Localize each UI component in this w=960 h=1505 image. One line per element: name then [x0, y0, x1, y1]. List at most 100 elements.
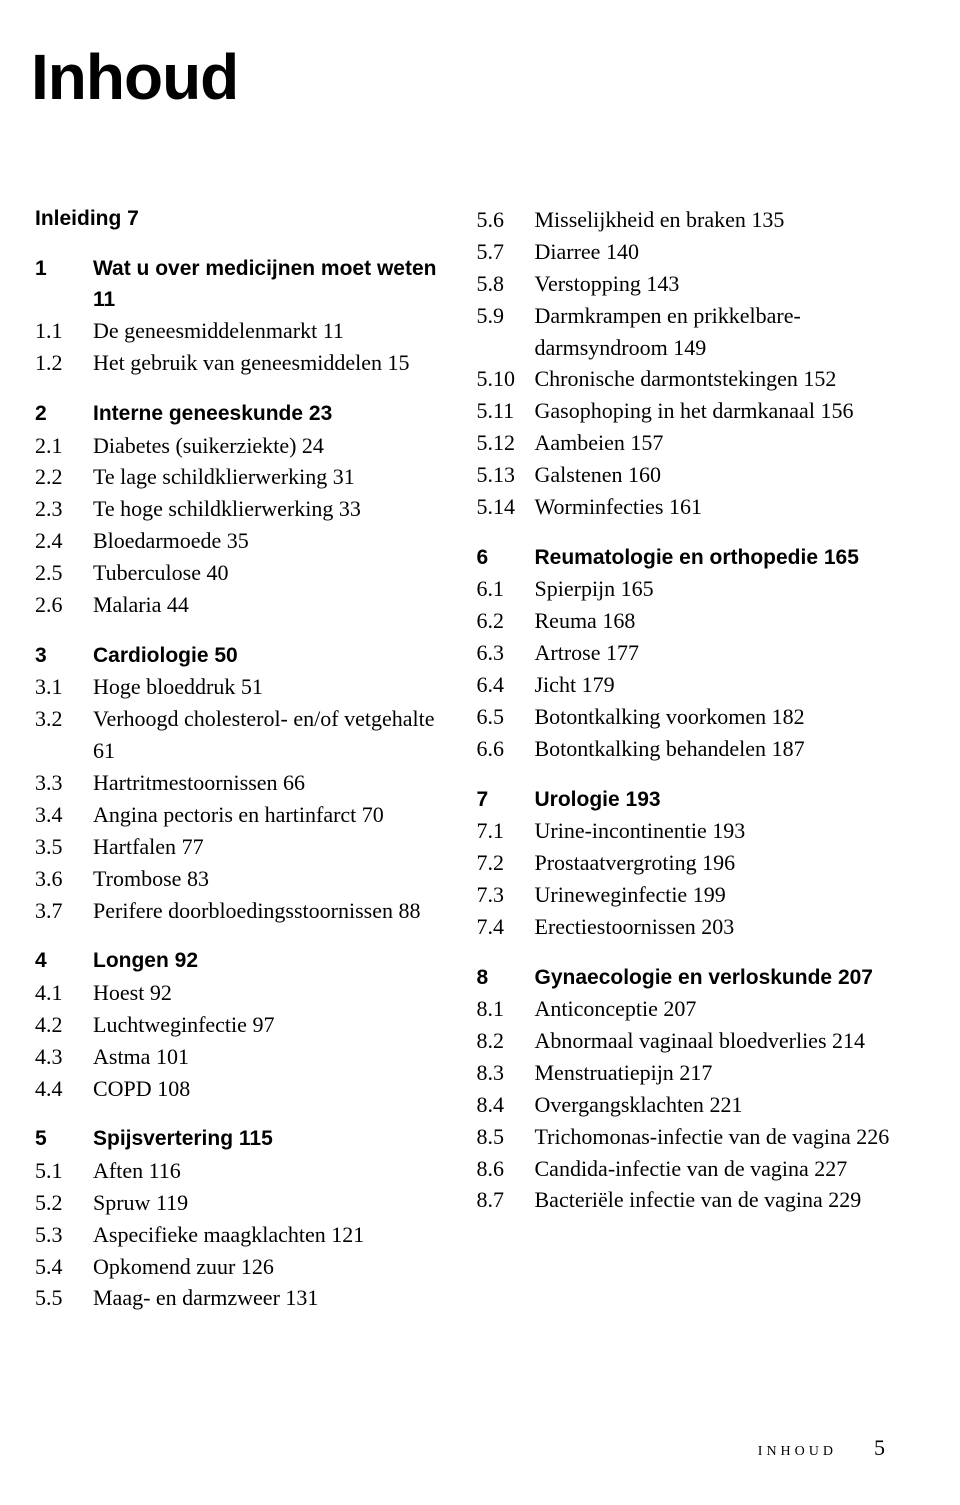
toc-entry-text: Tuberculose 40	[93, 557, 449, 589]
toc-entry: 8.7Bacteriële infectie van de vagina 229	[477, 1184, 891, 1216]
toc-entry-number: 8.1	[477, 993, 535, 1025]
toc-entry-number: 7.1	[477, 815, 535, 847]
toc-entry-text: Te hoge schildklierwerking 33	[93, 493, 449, 525]
toc-entry: 5.8Verstopping 143	[477, 268, 891, 300]
toc-chapter-page: 23	[309, 402, 332, 425]
toc-entry-text: Aspecifieke maagklachten 121	[93, 1219, 449, 1251]
toc-entry-number: 3.6	[35, 863, 93, 895]
toc-entry-number: 6.5	[477, 701, 535, 733]
toc-entry-number: 2.2	[35, 461, 93, 493]
toc-entry: 7.4Erectiestoornissen 203	[477, 911, 891, 943]
toc-entry-number: 5.6	[477, 204, 535, 236]
toc-entry-page: 126	[241, 1254, 274, 1279]
toc-entry-page: 92	[150, 980, 172, 1005]
toc-entry-page: 31	[333, 464, 355, 489]
toc-entry-number: 2.5	[35, 557, 93, 589]
toc-entry-number: 4.2	[35, 1009, 93, 1041]
toc-entry-page: 35	[227, 528, 249, 553]
toc-entry-number: 1.2	[35, 347, 93, 379]
toc-entry: 1.2Het gebruik van genees­middelen 15	[35, 347, 449, 379]
toc-intro-label: Inleiding	[35, 207, 121, 230]
toc-entry-number: 8.2	[477, 1025, 535, 1057]
toc-entry-text: Diarree 140	[535, 236, 891, 268]
toc-entry-number: 5.3	[35, 1219, 93, 1251]
toc-entry-text: Spierpijn 165	[535, 573, 891, 605]
toc-entry: 2.6Malaria 44	[35, 589, 449, 621]
toc-chapter: 1Wat u over medicijnen moet weten 111.1D…	[35, 254, 449, 379]
toc-chapter-title: Gynaecologie en verloskunde 207	[535, 963, 891, 993]
toc-entry: 2.1Diabetes (suikerziekte) 24	[35, 430, 449, 462]
toc-chapter-head: 1Wat u over medicijnen moet weten 11	[35, 254, 449, 315]
toc-entry-page: 199	[693, 882, 726, 907]
toc-entry: 3.5Hartfalen 77	[35, 831, 449, 863]
toc-entry-number: 8.4	[477, 1089, 535, 1121]
toc-entry-text: Worminfecties 161	[535, 491, 891, 523]
toc-entry-page: 179	[582, 672, 615, 697]
toc-entry-text: Bacteriële infectie van de vagina 229	[535, 1184, 891, 1216]
toc-entry-text: Hartritmestoornissen 66	[93, 767, 449, 799]
toc-entry-page: 88	[399, 898, 421, 923]
toc-entry-text: Botontkalking voorkomen 182	[535, 701, 891, 733]
toc-entry: 5.10Chronische darmontstekingen 152	[477, 363, 891, 395]
toc-chapter-title: Reumatologie en orthopedie 165	[535, 543, 891, 573]
toc-entry: 8.6Candida-infectie van de vagina 227	[477, 1153, 891, 1185]
toc-entry-page: 149	[673, 335, 706, 360]
toc-entry-text: Candida-infectie van de vagina 227	[535, 1153, 891, 1185]
toc-entry-page: 226	[856, 1124, 889, 1149]
toc-entry-page: 193	[712, 818, 745, 843]
toc-entry: 6.5Botontkalking voorkomen 182	[477, 701, 891, 733]
toc-entry-page: 187	[772, 736, 805, 761]
toc-chapter-head: 4Longen 92	[35, 946, 449, 976]
toc-entry: 5.1Aften 116	[35, 1155, 449, 1187]
toc-entry-text: Te lage schildklierwerking 31	[93, 461, 449, 493]
toc-entry-page: 51	[241, 674, 263, 699]
toc-chapter-number: 8	[477, 963, 535, 993]
toc-entry-text: Urine-incontinentie 193	[535, 815, 891, 847]
toc-entry-text: Trichomonas-infectie van de vagina 226	[535, 1121, 891, 1153]
toc-entry-number: 8.5	[477, 1121, 535, 1153]
toc-entry-number: 5.4	[35, 1251, 93, 1283]
toc-chapter-head: 3Cardiologie 50	[35, 641, 449, 671]
toc-entry-page: 143	[646, 271, 679, 296]
toc-entry-page: 135	[751, 207, 784, 232]
toc-chapter-page: 50	[214, 644, 237, 667]
toc-chapter-number: 7	[477, 785, 535, 815]
toc-entry-number: 7.4	[477, 911, 535, 943]
toc-entry-text: Galstenen 160	[535, 459, 891, 491]
toc-entry-number: 5.13	[477, 459, 535, 491]
toc-entry-number: 5.2	[35, 1187, 93, 1219]
toc-chapter-number: 6	[477, 543, 535, 573]
toc-entry-page: 40	[206, 560, 228, 585]
toc-entry-page: 203	[701, 914, 734, 939]
toc-entry-page: 152	[803, 366, 836, 391]
footer-label: inhoud	[758, 1438, 837, 1460]
toc-entry-number: 3.2	[35, 703, 93, 767]
toc-entry-text: Trombose 83	[93, 863, 449, 895]
toc-entry-page: 119	[156, 1190, 188, 1215]
toc-entry-text: COPD 108	[93, 1073, 449, 1105]
toc-entry-number: 2.1	[35, 430, 93, 462]
toc-entry: 7.2Prostaatvergroting 196	[477, 847, 891, 879]
toc-entry: 8.3Menstruatiepijn 217	[477, 1057, 891, 1089]
page: Inhoud Inleiding 7 1Wat u over medicijne…	[0, 0, 960, 1505]
toc-chapter: 8Gynaecologie en verloskunde 2078.1Antic…	[477, 963, 891, 1217]
toc-chapter-number: 3	[35, 641, 93, 671]
toc-entry-text: Het gebruik van genees­middelen 15	[93, 347, 449, 379]
toc-chapter-title: Longen 92	[93, 946, 449, 976]
toc-entry-text: Darmkrampen en prikkelbare­darmsyndroom …	[535, 300, 891, 364]
toc-entry: 4.3Astma 101	[35, 1041, 449, 1073]
toc-entry-number: 4.3	[35, 1041, 93, 1073]
toc-entry-page: 24	[302, 433, 324, 458]
toc-entry-number: 6.2	[477, 605, 535, 637]
toc-entry-page: 161	[669, 494, 702, 519]
toc-entry-text: De geneesmiddelenmarkt 11	[93, 315, 449, 347]
toc-entry-number: 1.1	[35, 315, 93, 347]
toc-entry: 3.7Perifere doorbloedings­stoornissen 88	[35, 895, 449, 927]
toc-entry-page: 165	[621, 576, 654, 601]
toc-entry: 2.5Tuberculose 40	[35, 557, 449, 589]
toc-entry-text: Verhoogd cholesterol- en/of vetgehalte 6…	[93, 703, 449, 767]
toc-entry-number: 6.1	[477, 573, 535, 605]
toc-entry: 5.12Aambeien 157	[477, 427, 891, 459]
toc-chapter-head: 7Urologie 193	[477, 785, 891, 815]
toc-entry: 5.14Worminfecties 161	[477, 491, 891, 523]
